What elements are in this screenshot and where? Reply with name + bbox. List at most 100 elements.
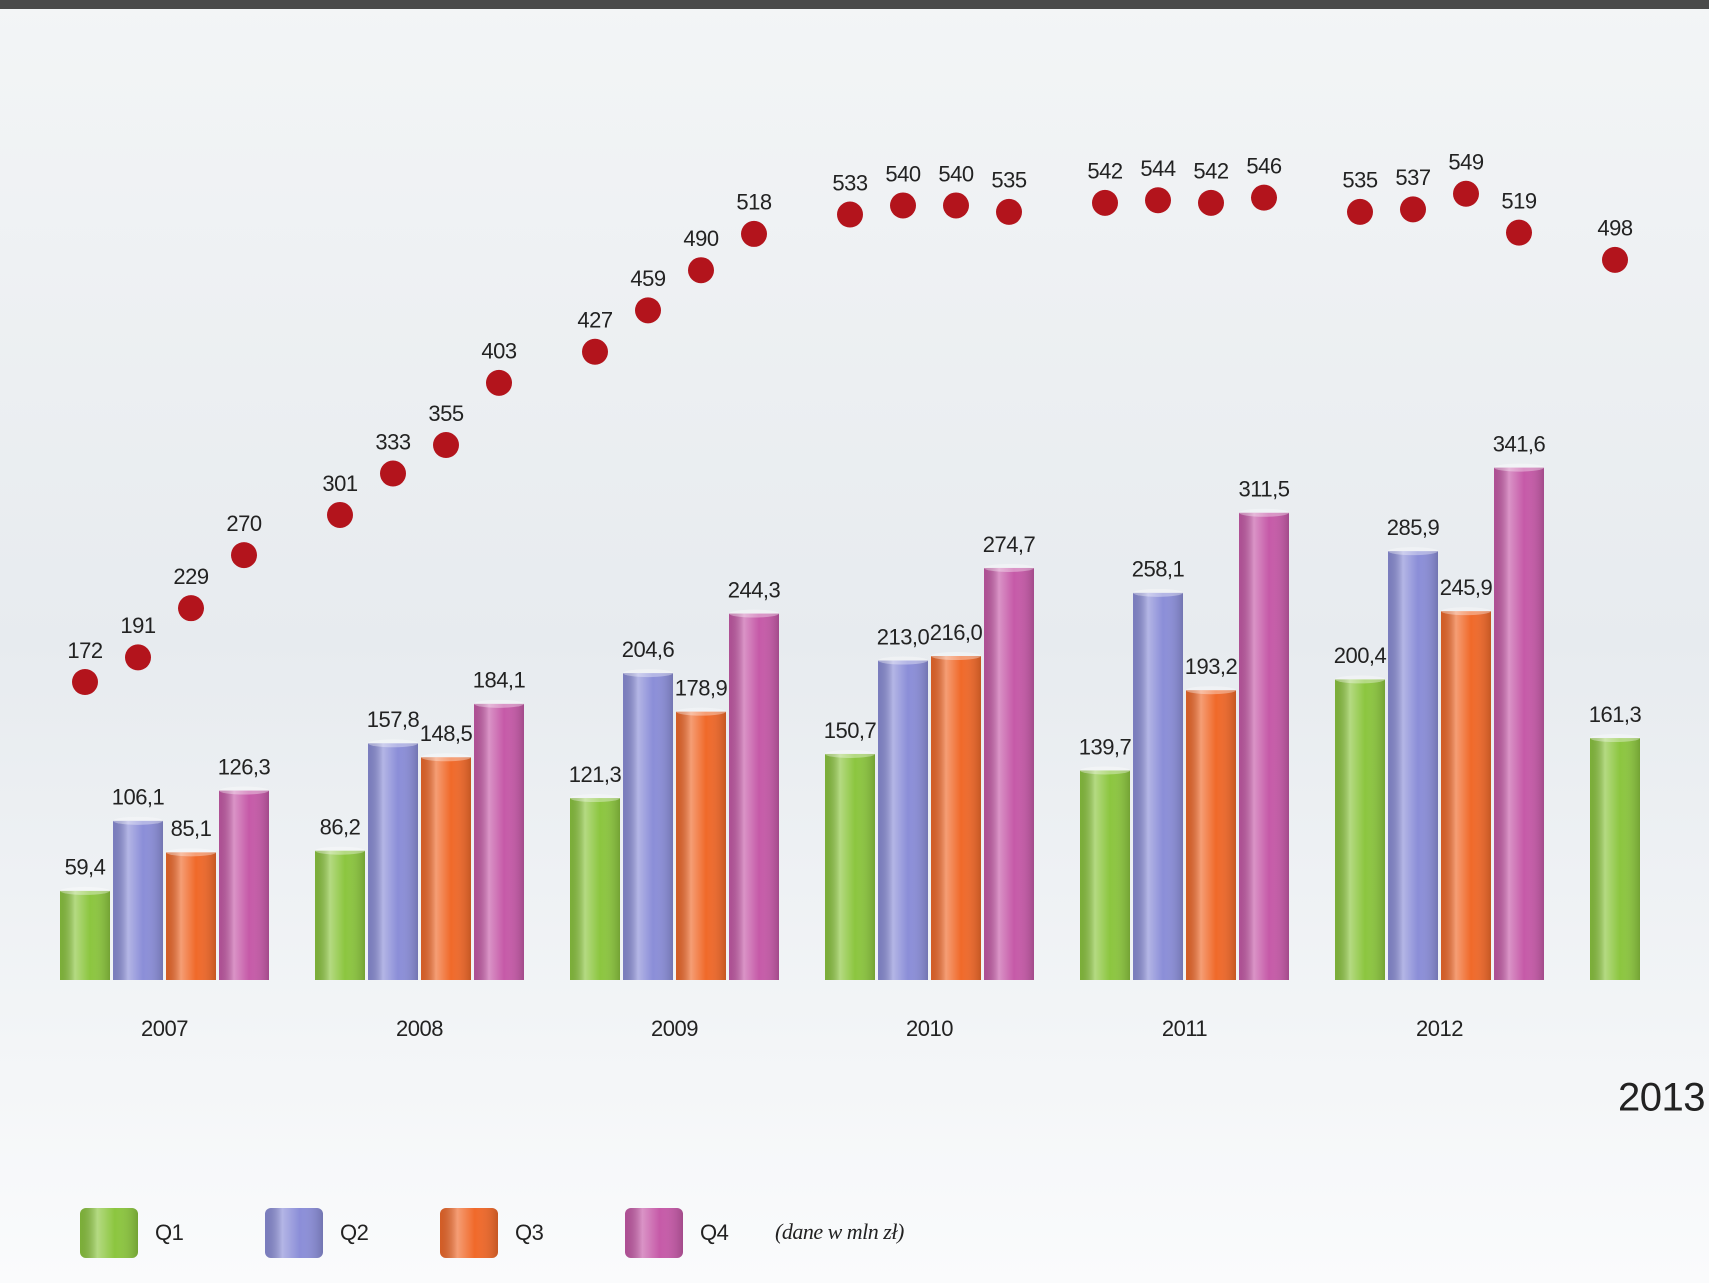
- bar-cap: [1335, 675, 1385, 684]
- value-label: 157,8: [367, 707, 420, 732]
- bar-shine: [421, 757, 471, 980]
- value-label: 204,6: [622, 637, 675, 662]
- bar-cap: [623, 669, 673, 678]
- bar-shine: [1441, 611, 1491, 980]
- dot: [125, 644, 151, 671]
- value-label: 86,2: [320, 815, 361, 840]
- bar-shine: [315, 850, 365, 980]
- bar-shine: [1239, 512, 1289, 980]
- bar-shine: [984, 567, 1034, 980]
- bar-shine: [1186, 690, 1236, 980]
- value-label: 161,3: [1589, 702, 1642, 727]
- value-label: 184,1: [473, 668, 526, 693]
- dot: [688, 257, 714, 284]
- value-label: 148,5: [420, 721, 473, 746]
- dot: [72, 669, 98, 695]
- dot-label: 172: [67, 638, 102, 663]
- dot: [582, 338, 608, 365]
- bar-shine: [1494, 467, 1544, 981]
- x-tick-label: 2013: [1618, 1076, 1705, 1120]
- annotation: (dane w mln zł): [775, 1219, 904, 1244]
- value-label: 245,9: [1440, 575, 1493, 600]
- dot-label: 427: [577, 308, 612, 333]
- value-label: 200,4: [1334, 643, 1387, 668]
- bar-shine: [825, 753, 875, 980]
- bar-shine: [1080, 770, 1130, 980]
- bar-shine: [1133, 592, 1183, 980]
- dot-label: 403: [481, 339, 516, 364]
- bar-cap: [984, 563, 1034, 572]
- dot-label: 498: [1597, 216, 1632, 241]
- dot-label: 490: [683, 226, 718, 251]
- bar-cap: [1494, 463, 1544, 472]
- bar-cap: [570, 794, 620, 803]
- dot-label: 546: [1246, 153, 1281, 178]
- bar-cap: [219, 786, 269, 795]
- x-tick-label: 2008: [396, 1016, 443, 1041]
- legend-label: Q1: [155, 1220, 184, 1245]
- dot-label: 301: [322, 471, 357, 496]
- x-tick-label: 2011: [1162, 1016, 1208, 1041]
- bar-cap: [1080, 766, 1130, 775]
- dot: [1145, 187, 1171, 214]
- bar-shine: [878, 660, 928, 980]
- value-label: 85,1: [171, 816, 212, 841]
- value-label: 311,5: [1239, 477, 1290, 502]
- bar-shine: [1590, 738, 1640, 980]
- value-label: 285,9: [1387, 515, 1440, 540]
- dot: [890, 192, 916, 219]
- bar-shine: [368, 743, 418, 980]
- value-label: 244,3: [728, 577, 781, 602]
- bar-shine: [729, 613, 779, 980]
- dot: [943, 192, 969, 219]
- bar-cap: [676, 707, 726, 716]
- x-tick-label: 2010: [906, 1016, 953, 1041]
- dot: [433, 432, 459, 459]
- dot: [1602, 246, 1628, 273]
- bar-cap: [368, 739, 418, 748]
- bar-shine: [1335, 679, 1385, 980]
- x-tick-label: 2012: [1416, 1016, 1463, 1041]
- dot-label: 518: [736, 190, 771, 215]
- value-label: 121,3: [569, 762, 622, 787]
- dot: [1198, 189, 1224, 216]
- bar-shine: [1388, 551, 1438, 980]
- value-label: 106,1: [112, 785, 165, 810]
- legend-label: Q2: [340, 1220, 369, 1245]
- bar-shine: [570, 798, 620, 980]
- bar-shine: [931, 656, 981, 980]
- bar-cap: [113, 816, 163, 825]
- dot: [327, 501, 353, 528]
- value-label: 193,2: [1185, 654, 1238, 679]
- dot-label: 519: [1501, 188, 1536, 213]
- dot-label: 544: [1140, 156, 1175, 181]
- dot: [1453, 180, 1479, 207]
- dot-label: 459: [630, 266, 665, 291]
- bar-cap: [1441, 607, 1491, 616]
- legend-swatch-shine: [625, 1208, 683, 1258]
- dot: [741, 220, 767, 247]
- bar-cap: [315, 846, 365, 855]
- legend-swatch-shine: [440, 1208, 498, 1258]
- dot: [996, 198, 1022, 225]
- dot-label: 540: [885, 161, 920, 186]
- dot-label: 191: [120, 613, 155, 638]
- bar-shine: [219, 790, 269, 980]
- bar-shine: [113, 820, 163, 980]
- legend-label: Q4: [700, 1220, 729, 1245]
- dot: [486, 369, 512, 396]
- bar-cap: [878, 656, 928, 665]
- value-label: 150,7: [824, 718, 877, 743]
- top-bar: [0, 0, 1709, 9]
- dot-label: 229: [173, 564, 208, 589]
- dot-label: 355: [428, 401, 463, 426]
- value-label: 274,7: [983, 532, 1036, 557]
- bar-shine: [60, 890, 110, 980]
- dot: [1506, 219, 1532, 246]
- dot-label: 542: [1087, 159, 1122, 184]
- dot-label: 270: [226, 511, 261, 536]
- bar-cap: [729, 609, 779, 618]
- value-label: 258,1: [1132, 557, 1185, 582]
- bar-shine: [474, 703, 524, 980]
